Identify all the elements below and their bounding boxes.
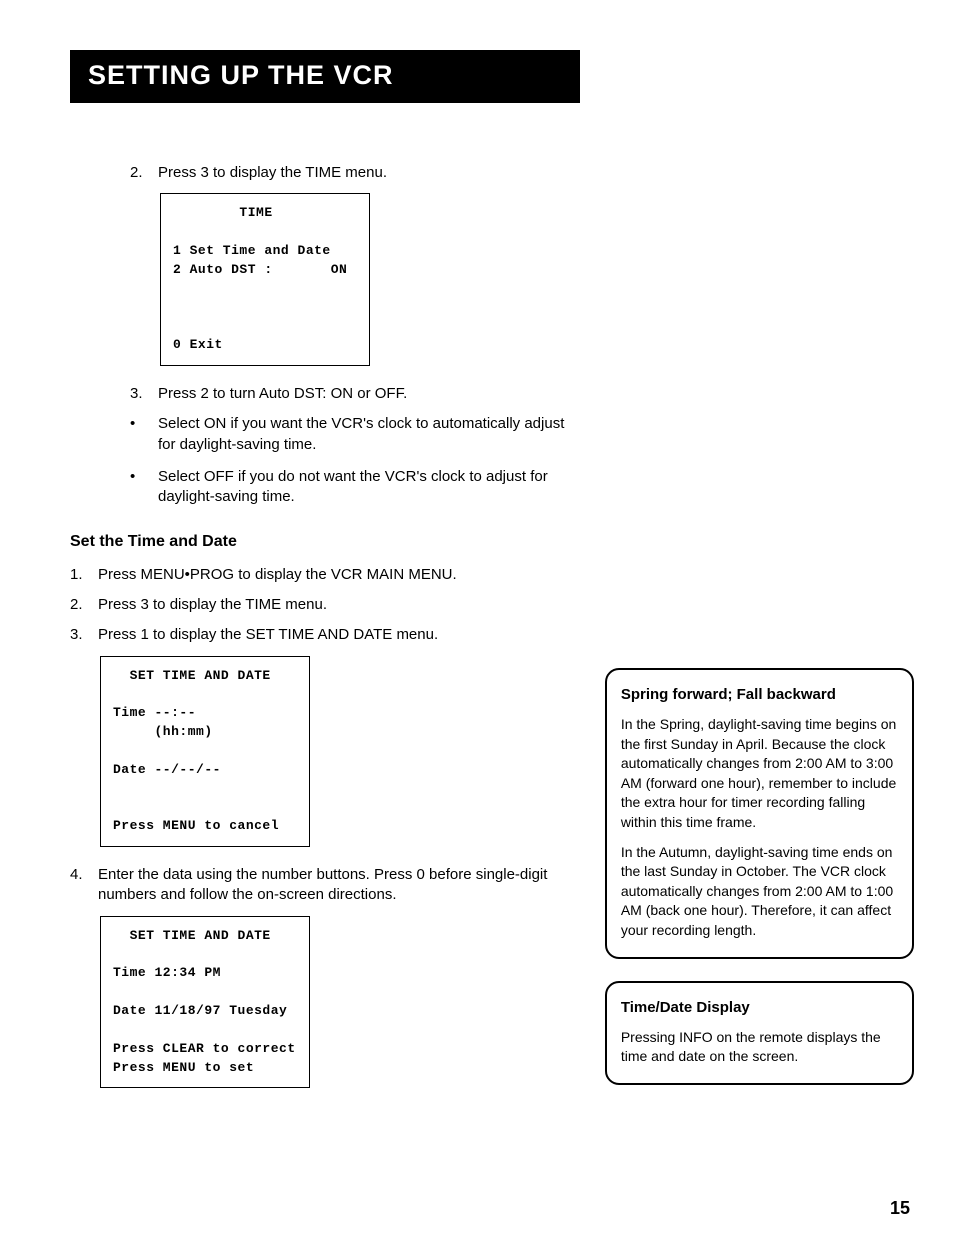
set-time-date-step4: 4. Enter the data using the number butto… [70,865,565,906]
step-number: 2. [70,595,98,615]
set-time-date-steps: 1. Press MENU•PROG to display the VCR MA… [70,565,565,646]
bullet-text: Select ON if you want the VCR's clock to… [158,414,565,455]
page-number: 15 [890,1198,910,1219]
callout-paragraph: In the Spring, daylight-saving time begi… [621,715,898,833]
step-text: Press 3 to display the TIME menu. [98,595,565,615]
callout-paragraph: In the Autumn, daylight-saving time ends… [621,843,898,941]
step-number: 3. [70,625,98,645]
td-step-2: 2. Press 3 to display the TIME menu. [70,595,565,615]
step-number: 3. [130,384,158,404]
page-title: SETTING UP THE VCR [88,60,394,90]
subheading-set-time-date: Set the Time and Date [70,531,565,553]
content-columns: 2. Press 3 to display the TIME menu. TIM… [70,163,914,1107]
callout-spring-fall: Spring forward; Fall backward In the Spr… [605,668,914,959]
steps-dst: 3. Press 2 to turn Auto DST: ON or OFF. [130,384,565,404]
screen-set-time-date-filled: SET TIME AND DATE Time 12:34 PM Date 11/… [100,916,310,1089]
page-title-bar: SETTING UP THE VCR [70,50,580,103]
step-text: Press 3 to display the TIME menu. [158,163,565,183]
bullet-on: • Select ON if you want the VCR's clock … [130,414,565,455]
step-text: Enter the data using the number buttons.… [98,865,565,906]
page: SETTING UP THE VCR 2. Press 3 to display… [0,0,954,1241]
step-number: 2. [130,163,158,183]
bullet-off: • Select OFF if you do not want the VCR'… [130,467,565,508]
callout-paragraph: Pressing INFO on the remote displays the… [621,1028,898,1067]
bullet-text: Select OFF if you do not want the VCR's … [158,467,565,508]
step-3: 3. Press 2 to turn Auto DST: ON or OFF. [130,384,565,404]
steps-top: 2. Press 3 to display the TIME menu. [130,163,565,183]
step-2: 2. Press 3 to display the TIME menu. [130,163,565,183]
callout-heading: Time/Date Display [621,997,898,1018]
td-step-3: 3. Press 1 to display the SET TIME AND D… [70,625,565,645]
callout-heading: Spring forward; Fall backward [621,684,898,705]
step-text: Press 2 to turn Auto DST: ON or OFF. [158,384,565,404]
step-text: Press 1 to display the SET TIME AND DATE… [98,625,565,645]
callout-time-date-display: Time/Date Display Pressing INFO on the r… [605,981,914,1085]
screen-set-time-date-blank: SET TIME AND DATE Time --:-- (hh:mm) Dat… [100,656,310,848]
bullet-icon: • [130,467,158,508]
right-column: Spring forward; Fall backward In the Spr… [605,163,914,1107]
step-number: 1. [70,565,98,585]
bullet-icon: • [130,414,158,455]
screen-time-menu: TIME 1 Set Time and Date 2 Auto DST : ON… [160,193,370,366]
td-step-4: 4. Enter the data using the number butto… [70,865,565,906]
dst-bullets: • Select ON if you want the VCR's clock … [130,414,565,507]
step-number: 4. [70,865,98,906]
left-column: 2. Press 3 to display the TIME menu. TIM… [70,163,565,1107]
td-step-1: 1. Press MENU•PROG to display the VCR MA… [70,565,565,585]
step-text: Press MENU•PROG to display the VCR MAIN … [98,565,565,585]
